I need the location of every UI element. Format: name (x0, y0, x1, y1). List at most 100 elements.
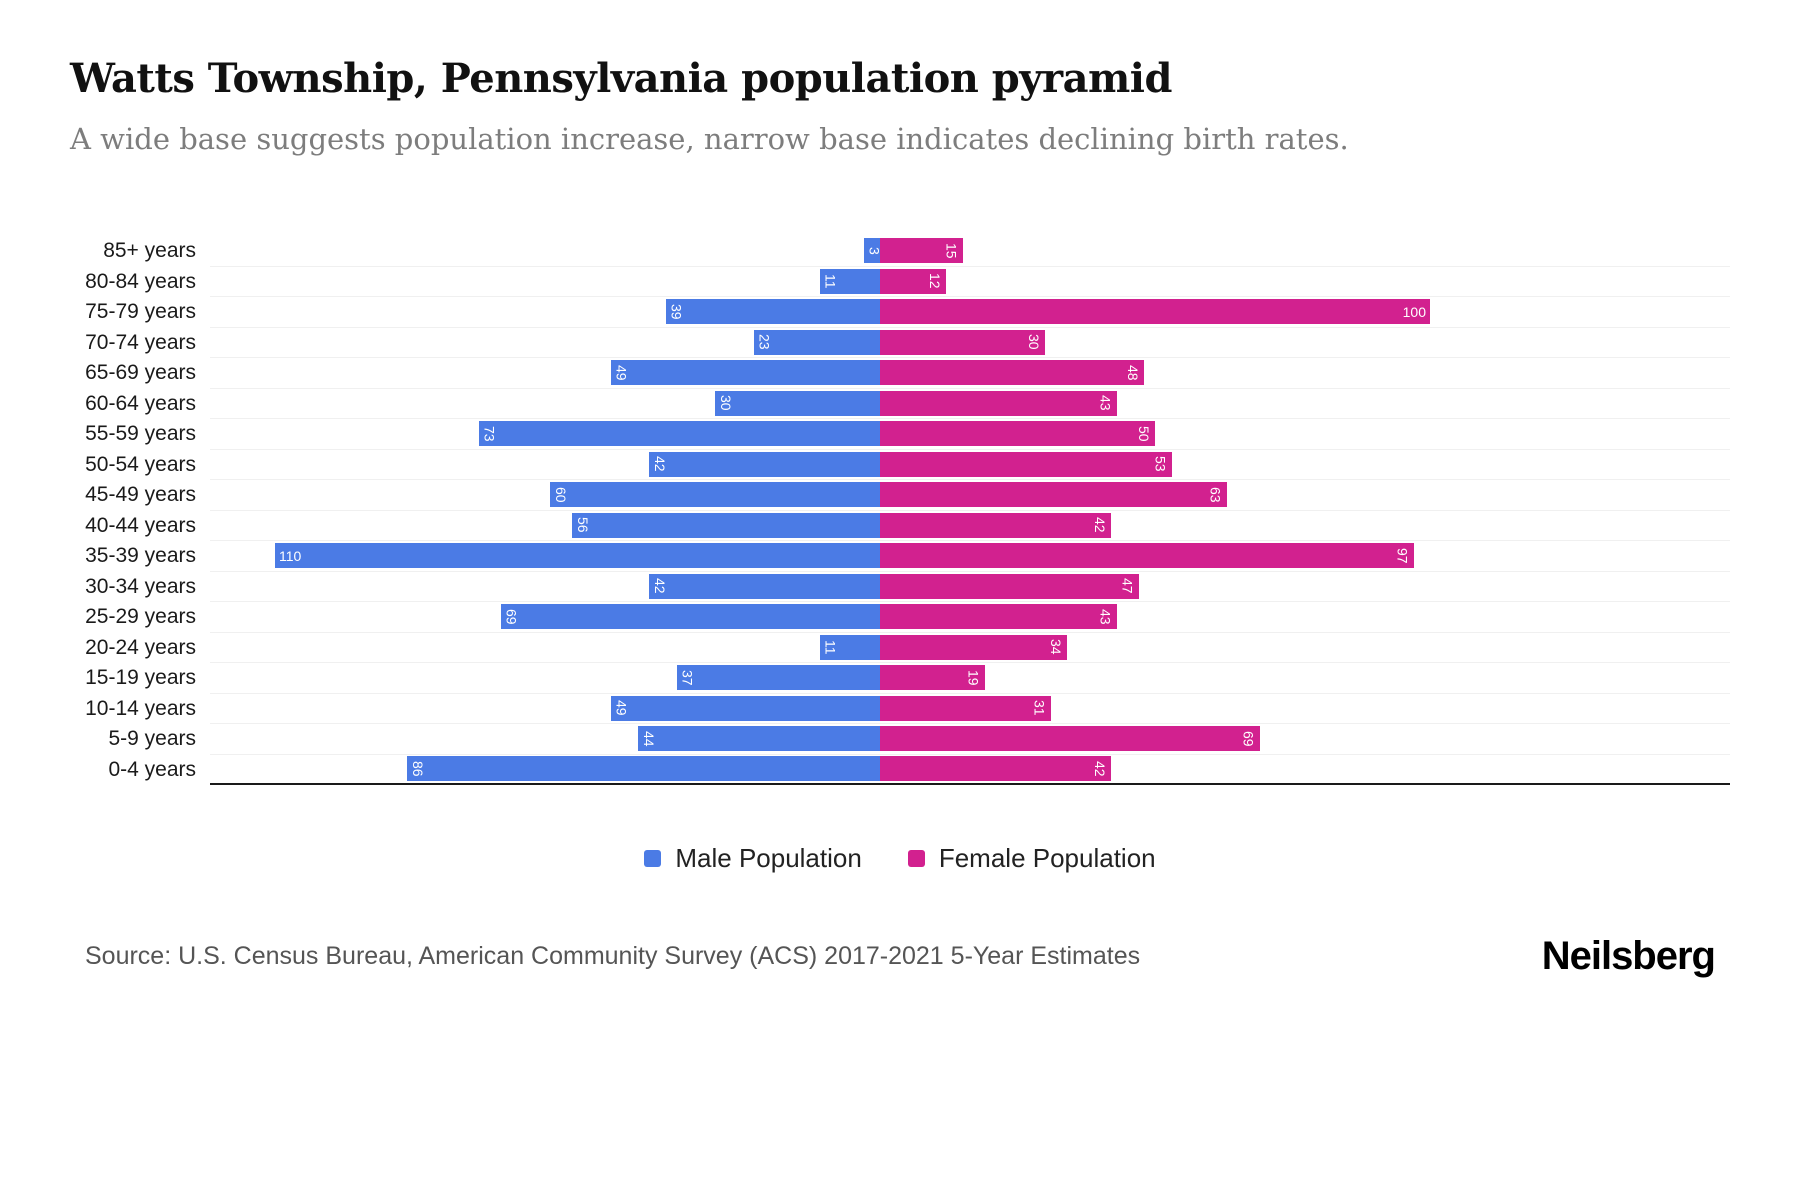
age-group-label: 20-24 years (85, 635, 196, 659)
source-note: Source: U.S. Census Bureau, American Com… (85, 942, 1141, 970)
pyramid-row-plot: 86 42 (210, 755, 1730, 785)
pyramid-row: 10-14 years 49 31 (70, 694, 1730, 724)
pyramid-row: 40-44 years 56 42 (70, 511, 1730, 541)
female-bar: 97 (880, 543, 1414, 569)
male-bar: 56 (572, 512, 880, 538)
pyramid-row: 35-39 years 110 97 (70, 541, 1730, 572)
age-group-label: 55-59 years (85, 422, 196, 446)
page-title: Watts Township, Pennsylvania population … (70, 55, 1172, 102)
female-bar: 63 (880, 482, 1227, 508)
male-bar: 110 (275, 543, 880, 569)
pyramid-row-plot: 49 31 (210, 694, 1730, 724)
male-value-label: 44 (641, 730, 657, 747)
pyramid-row: 65-69 years 49 48 (70, 358, 1730, 389)
pyramid-row-plot: 3 15 (210, 236, 1730, 267)
female-bar: 34 (880, 634, 1067, 660)
male-bar: 37 (676, 665, 880, 691)
male-bar: 3 (863, 238, 883, 264)
male-value-label: 69 (503, 608, 520, 625)
female-value-label: 15 (943, 242, 960, 259)
pyramid-row: 45-49 years 60 63 (70, 480, 1730, 511)
female-value-label: 97 (1394, 547, 1411, 564)
age-group-label: 15-19 years (85, 666, 196, 690)
age-group-label: 65-69 years (85, 361, 196, 385)
age-group-label: 35-39 years (85, 544, 196, 568)
pyramid-row-plot: 69 43 (210, 602, 1730, 633)
female-value-label: 30 (1026, 334, 1042, 351)
age-group-label: 75-79 years (85, 300, 196, 324)
male-bar: 60 (550, 482, 880, 508)
male-bar: 73 (478, 421, 880, 447)
female-value-label: 43 (1097, 395, 1114, 412)
pyramid-row-plot: 23 30 (210, 328, 1730, 358)
male-value-label: 42 (652, 578, 668, 595)
male-bar: 11 (819, 268, 880, 294)
pyramid-row: 0-4 years 86 42 (70, 755, 1730, 785)
male-bar: 44 (638, 726, 880, 752)
female-bar: 31 (880, 695, 1051, 721)
female-value-label: 12 (927, 273, 943, 290)
pyramid-row-plot: 73 50 (210, 419, 1730, 450)
female-bar: 42 (880, 512, 1111, 538)
chart-legend: Male Population Female Population (70, 843, 1730, 874)
pyramid-row-plot: 42 47 (210, 572, 1730, 602)
male-bar: 11 (819, 634, 880, 660)
male-value-label: 3 (866, 246, 883, 255)
age-group-label: 70-74 years (85, 330, 196, 354)
age-group-label: 45-49 years (85, 483, 196, 507)
age-group-label: 30-34 years (85, 574, 196, 598)
female-bar: 50 (880, 421, 1155, 447)
age-group-label: 0-4 years (108, 757, 196, 781)
footer: Source: U.S. Census Bureau, American Com… (70, 934, 1730, 979)
female-bar: 47 (880, 573, 1139, 599)
pyramid-rows: 85+ years 3 15 80-84 years 11 12 75-79 years 39… (70, 236, 1730, 785)
male-value-label: 60 (553, 486, 569, 503)
legend-item-male: Male Population (644, 843, 862, 874)
pyramid-row-plot: 42 53 (210, 450, 1730, 480)
pyramid-row-plot: 56 42 (210, 511, 1730, 541)
female-value-label: 53 (1152, 456, 1169, 473)
female-bar: 42 (880, 756, 1111, 782)
female-bar: 48 (880, 360, 1144, 386)
male-value-label: 23 (756, 334, 773, 351)
female-bar: 19 (880, 665, 985, 691)
pyramid-row-plot: 39 100 (210, 297, 1730, 328)
male-bar: 69 (500, 604, 880, 630)
female-value-label: 48 (1125, 364, 1141, 381)
male-value-label: 39 (668, 303, 685, 320)
age-group-label: 60-64 years (85, 391, 196, 415)
pyramid-row: 25-29 years 69 43 (70, 602, 1730, 633)
female-bar: 30 (880, 329, 1045, 355)
female-value-label: 42 (1092, 760, 1108, 777)
female-value-label: 100 (1402, 303, 1426, 320)
male-value-label: 42 (652, 456, 668, 473)
age-group-label: 5-9 years (108, 727, 196, 751)
age-group-label: 85+ years (103, 239, 196, 263)
female-bar: 12 (880, 268, 946, 294)
neilsberg-logo: Neilsberg (1541, 934, 1716, 978)
female-value-label: 50 (1136, 425, 1152, 442)
female-bar: 43 (880, 604, 1117, 630)
pyramid-row: 5-9 years 44 69 (70, 724, 1730, 755)
age-group-label: 50-54 years (85, 452, 196, 476)
female-value-label: 31 (1031, 700, 1048, 717)
male-bar: 30 (715, 390, 880, 416)
male-bar: 49 (610, 695, 880, 721)
male-bar: 42 (649, 573, 880, 599)
female-value-label: 69 (1240, 730, 1257, 747)
pyramid-row-plot: 37 19 (210, 663, 1730, 694)
age-group-label: 40-44 years (85, 513, 196, 537)
pyramid-row: 60-64 years 30 43 (70, 389, 1730, 419)
male-bar: 42 (649, 451, 880, 477)
pyramid-row-plot: 110 97 (210, 541, 1730, 572)
male-bar: 49 (610, 360, 880, 386)
pyramid-row: 50-54 years 42 53 (70, 450, 1730, 480)
female-value-label: 63 (1207, 486, 1224, 503)
female-bar: 53 (880, 451, 1172, 477)
male-legend-swatch (644, 850, 662, 867)
pyramid-row: 75-79 years 39 100 (70, 297, 1730, 328)
pyramid-row: 70-74 years 23 30 (70, 328, 1730, 358)
male-bar: 86 (407, 756, 880, 782)
pyramid-row: 20-24 years 11 34 (70, 633, 1730, 663)
